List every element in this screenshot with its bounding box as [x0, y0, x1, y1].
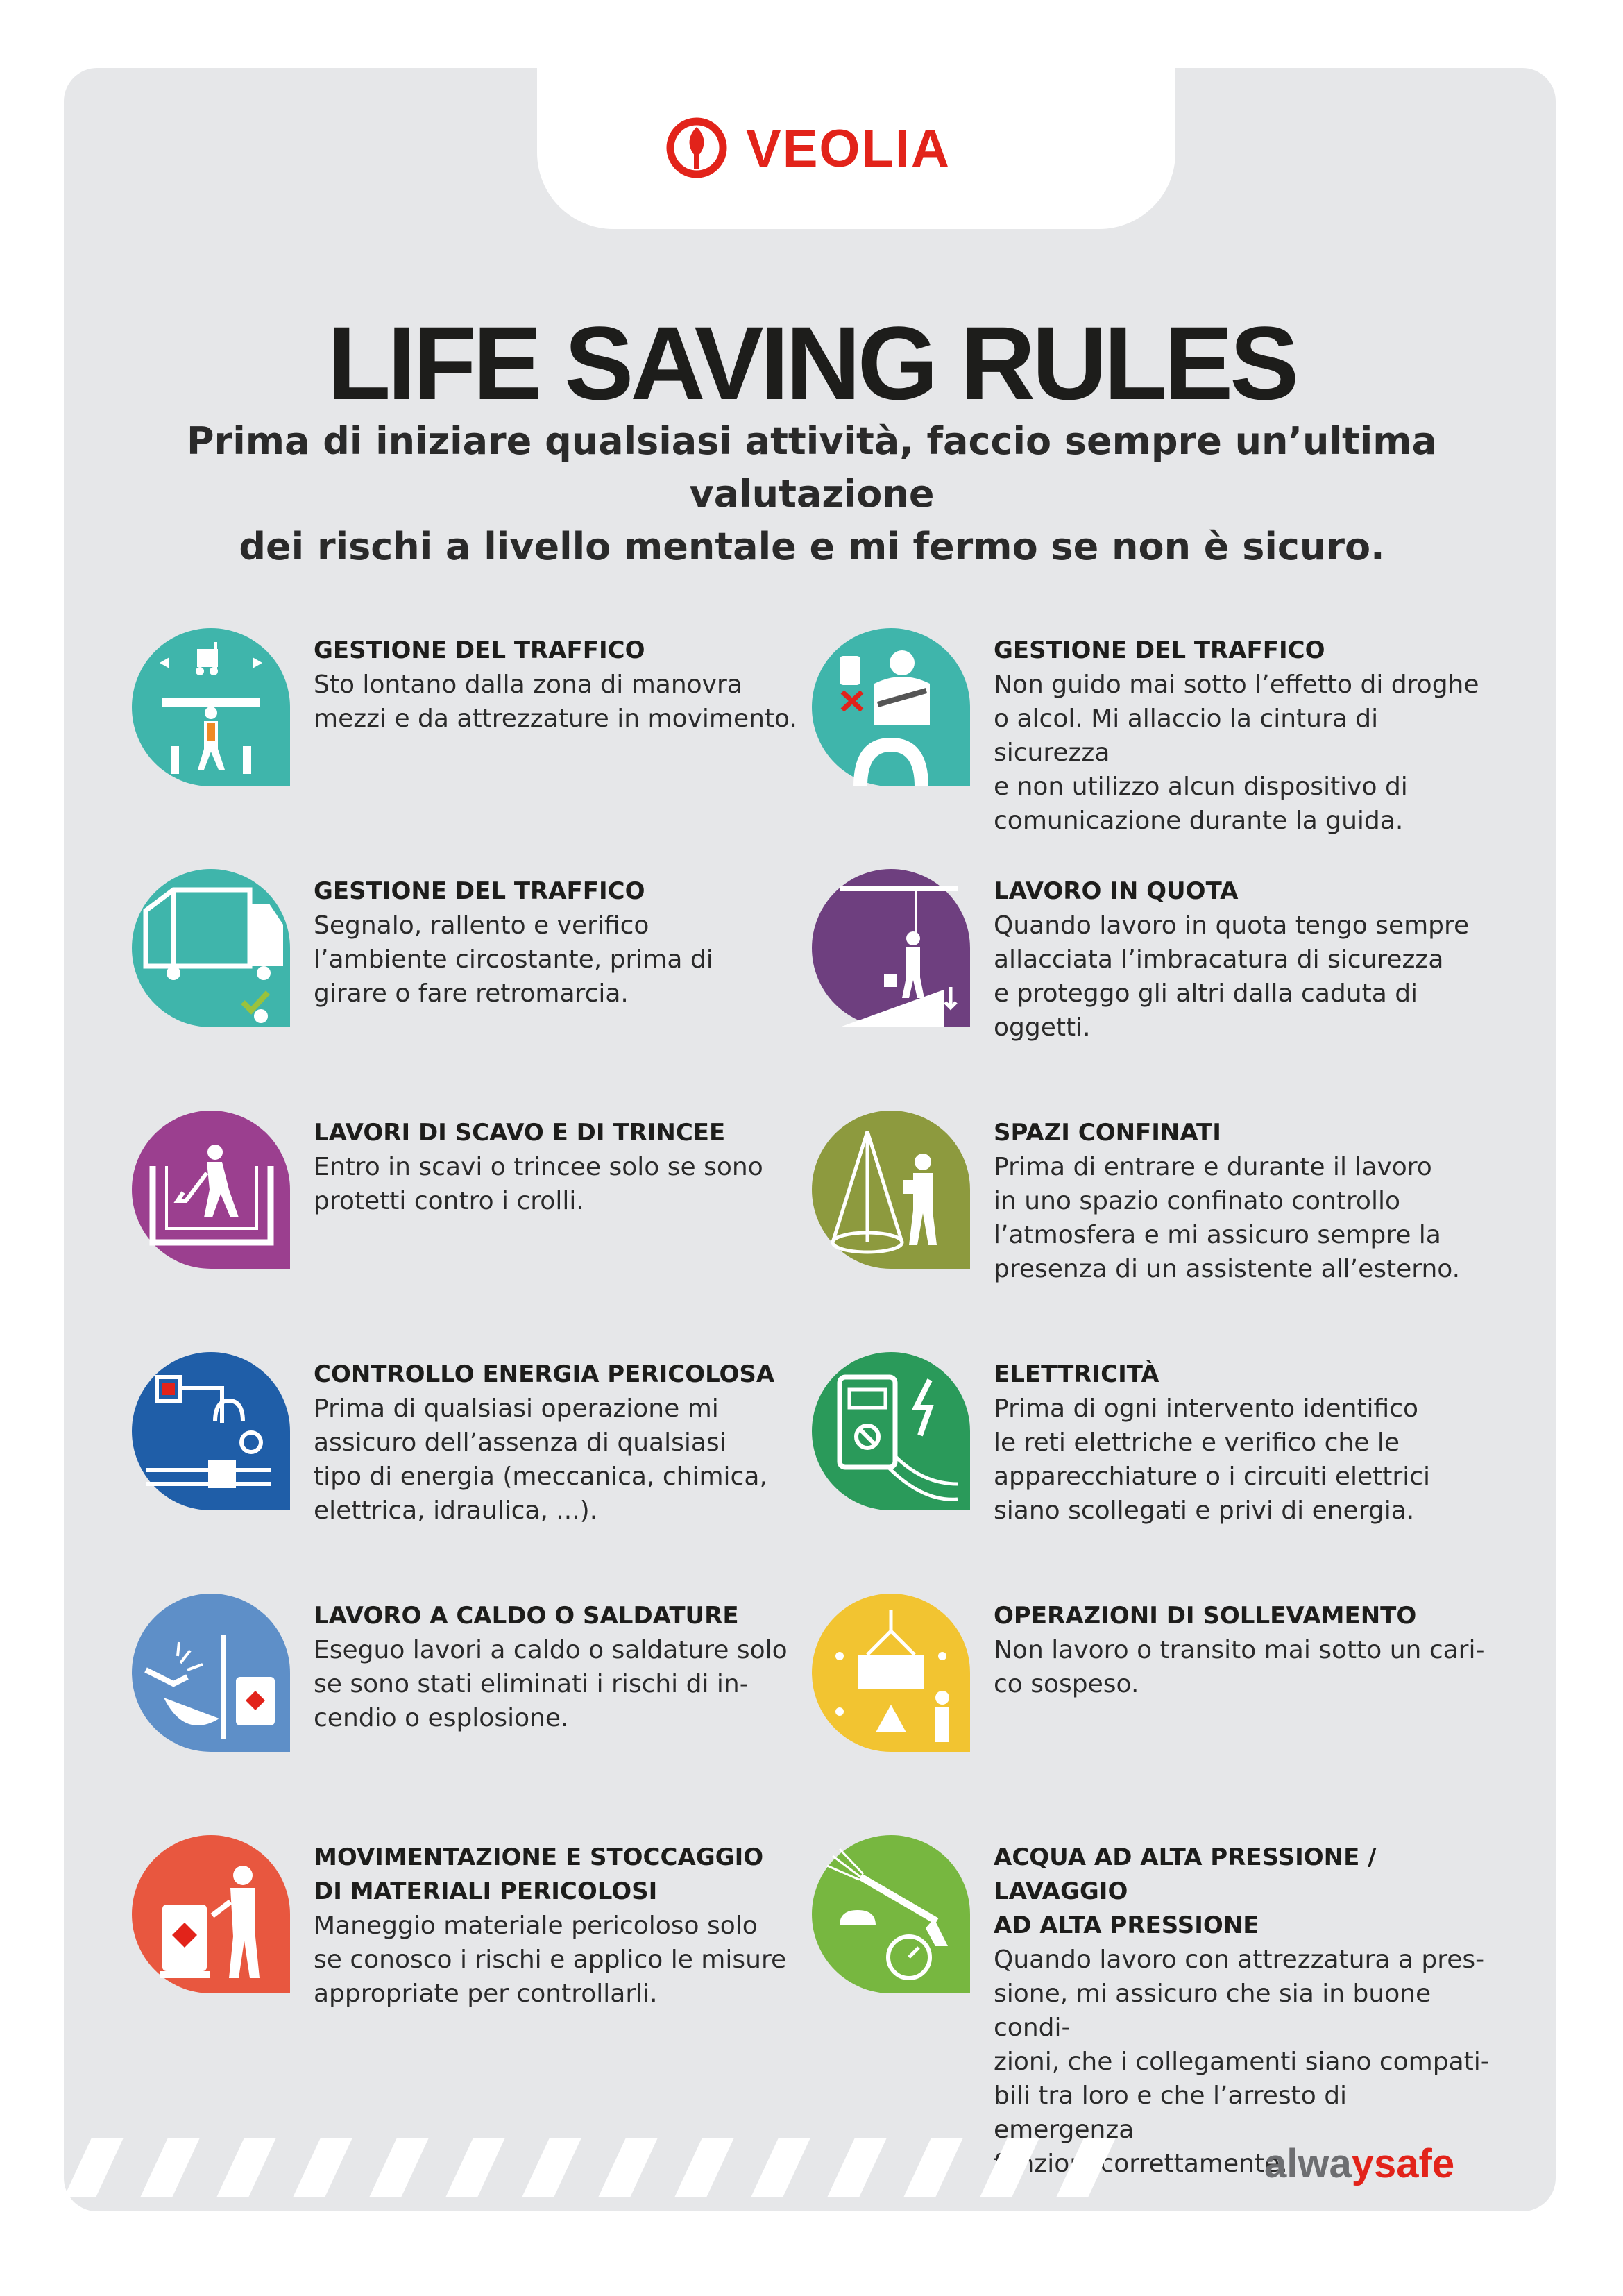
rule-hazardous-materials: MOVIMENTAZIONE E STOCCAGGIO DI MATERIALI… [132, 1835, 826, 2057]
rule-text-line: o alcol. Mi allaccio la cintura di sicur… [994, 704, 1379, 767]
rule-text-line: elettrica, idraulica, ...). [314, 1496, 598, 1525]
rule-text-line: presenza di un assistente all’esterno. [994, 1255, 1461, 1283]
page-title: LIFE SAVING RULES [327, 305, 1300, 421]
rule-title: MOVIMENTAZIONE E STOCCAGGIO [314, 1843, 764, 1871]
rule-hot-work: LAVORO A CALDO O SALDATURE Eseguo lavori… [132, 1594, 826, 1816]
rule-text-line: girare o fare retromarcia. [314, 979, 629, 1008]
rule-text-line: Prima di ogni intervento identifico [994, 1394, 1419, 1423]
rule-text-line: apparecchiature o i circuiti elettrici [994, 1462, 1430, 1491]
rule-text-line: cendio o esplosione. [314, 1704, 569, 1732]
rule-text-line: se sono stati eliminati i rischi di in- [314, 1670, 749, 1698]
rule-title: LAVORO A CALDO O SALDATURE [314, 1602, 739, 1630]
tagline-check: y [1351, 2141, 1375, 2186]
rule-title: OPERAZIONI DI SOLLEVAMENTO [994, 1602, 1417, 1630]
rule-text-line: funzioni correttamente. [994, 2150, 1288, 2178]
tagline-part2: safe [1374, 2141, 1455, 2186]
rule-confined-spaces: SPAZI CONFINATI Prima di entrare e duran… [812, 1111, 1506, 1333]
rule-text-line: mezzi e da attrezzature in movimento. [314, 704, 797, 733]
rule-text-line: Maneggio materiale pericoloso solo [314, 1911, 758, 1940]
tagline-part1: alwa [1264, 2141, 1352, 2186]
rule-text-line: Non guido mai sotto l’effetto di droghe [994, 670, 1479, 699]
rule-title: ELETTRICITÀ [994, 1360, 1159, 1388]
veolia-logo [666, 117, 727, 178]
rule-electricity: ELETTRICITÀ Prima di ogni intervento ide… [812, 1352, 1506, 1574]
excavation-worker-icon [132, 1111, 290, 1269]
rule-title: GESTIONE DEL TRAFFICO [314, 636, 645, 664]
rule-title: LAVORI DI SCAVO E DI TRINCEE [314, 1119, 726, 1147]
veolia-emblem-icon [666, 117, 727, 178]
rule-title: AD ALTA PRESSIONE [994, 1911, 1259, 1939]
page-subtitle: Prima di iniziare qualsiasi attività, fa… [111, 415, 1513, 573]
rule-text-line: Sto lontano dalla zona di manovra [314, 670, 742, 699]
rule-text-line: siano scollegati e privi di energia. [994, 1496, 1415, 1525]
footer-hazard-stripes [64, 2138, 1116, 2197]
rule-traffic-distance: GESTIONE DEL TRAFFICO Sto lontano dalla … [132, 628, 826, 850]
rule-text-line: protetti contro i crolli. [314, 1187, 584, 1215]
rule-lifting-operations: OPERAZIONI DI SOLLEVAMENTO Non lavoro o … [812, 1594, 1506, 1816]
brand-wordmark: VEOLIA [746, 119, 951, 178]
pressure-washer-icon [812, 1835, 970, 1993]
rule-title: ACQUA AD ALTA PRESSIONE / LAVAGGIO [994, 1843, 1377, 1905]
rule-text-line: allacciata l’imbracatura di sicurezza [994, 945, 1444, 974]
rule-text-line: se conosco i rischi e applico le misure [314, 1945, 787, 1974]
rule-text-line: Entro in scavi o trincee solo se sono [314, 1153, 763, 1181]
rule-text-line: l’ambiente circostante, prima di [314, 945, 713, 974]
poster-background [64, 68, 1556, 2211]
rule-text-line: in uno spazio confinato controllo [994, 1187, 1400, 1215]
subtitle-line: dei rischi a livello mentale e mi fermo … [239, 525, 1385, 568]
rule-text-line: appropriate per controllarli. [314, 1980, 658, 2008]
welding-sparks-icon [132, 1594, 290, 1752]
rule-title: GESTIONE DEL TRAFFICO [314, 877, 645, 905]
pedestrian-forklift-icon [132, 628, 290, 786]
rule-excavation: LAVORI DI SCAVO E DI TRINCEE Entro in sc… [132, 1111, 826, 1333]
rule-text-line: l’atmosfera e mi assicuro sempre la [994, 1221, 1441, 1249]
rule-work-at-height: LAVORO IN QUOTA Quando lavoro in quota t… [812, 869, 1506, 1091]
rule-text-line: tipo di energia (meccanica, chimica, [314, 1462, 767, 1491]
rule-text-line: Prima di entrare e durante il lavoro [994, 1153, 1432, 1181]
rule-text-line: le reti elettriche e verifico che le [994, 1428, 1400, 1457]
rule-text-line: e non utilizzo alcun dispositivo di [994, 773, 1408, 801]
rule-title: CONTROLLO ENERGIA PERICOLOSA [314, 1360, 775, 1388]
rule-text-line: sione, mi assicuro che sia in buone cond… [994, 1980, 1431, 2042]
rule-text-line: Prima di qualsiasi operazione mi [314, 1394, 719, 1423]
rule-title: SPAZI CONFINATI [994, 1119, 1221, 1147]
rule-text-line: Eseguo lavori a caldo o saldature solo [314, 1636, 788, 1664]
suspended-load-icon [812, 1594, 970, 1752]
rule-text-line: assicuro dell’assenza di qualsiasi [314, 1428, 726, 1457]
worker-harness-icon [812, 869, 970, 1027]
rule-title: LAVORO IN QUOTA [994, 877, 1239, 905]
rule-text-line: e proteggo gli altri dalla caduta di [994, 979, 1418, 1008]
alwayssafe-logo: alwaysafe [1264, 2136, 1454, 2192]
rule-text-line: Non lavoro o transito mai sotto un cari- [994, 1636, 1485, 1664]
confined-space-tripod-icon [812, 1111, 970, 1269]
subtitle-line: Prima di iniziare qualsiasi attività, fa… [186, 419, 1437, 516]
rule-text-line: comunicazione durante la guida. [994, 807, 1404, 835]
rule-text-line: oggetti. [994, 1013, 1091, 1042]
rule-traffic-driving: GESTIONE DEL TRAFFICO Non guido mai sott… [812, 628, 1506, 850]
hazardous-drum-icon [132, 1835, 290, 1993]
rule-text-line: Quando lavoro in quota tengo sempre [994, 911, 1470, 940]
energy-lockout-icon [132, 1352, 290, 1510]
rule-text-line: Quando lavoro con attrezzatura a pres- [994, 1945, 1485, 1974]
rule-high-pressure-water: ACQUA AD ALTA PRESSIONE / LAVAGGIO AD AL… [812, 1835, 1506, 2178]
rule-text-line: Segnalo, rallento e verifico [314, 911, 649, 940]
rule-hazardous-energy: CONTROLLO ENERGIA PERICOLOSA Prima di qu… [132, 1352, 826, 1574]
voltage-tester-icon [812, 1352, 970, 1510]
truck-reversing-icon [132, 869, 290, 1027]
rule-title: DI MATERIALI PERICOLOSI [314, 1877, 658, 1905]
rule-traffic-reversing: GESTIONE DEL TRAFFICO Segnalo, rallento … [132, 869, 826, 1091]
rule-text-line: co sospeso. [994, 1670, 1139, 1698]
header-tab [537, 42, 1175, 229]
rule-title: GESTIONE DEL TRAFFICO [994, 636, 1325, 664]
rule-text-line: zioni, che i collegamenti siano compati- [994, 2048, 1490, 2076]
driver-seatbelt-icon [812, 628, 970, 786]
